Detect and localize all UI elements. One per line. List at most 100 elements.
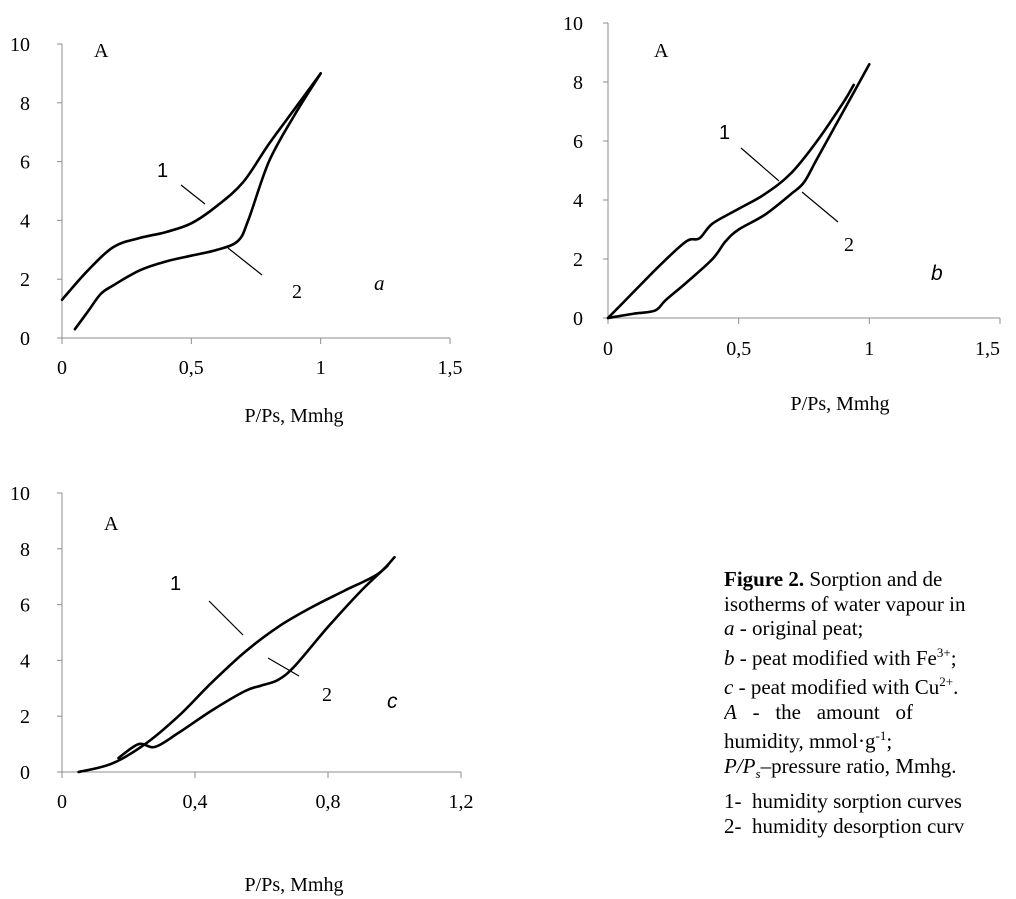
x-tick-label: 0,5 <box>726 338 751 360</box>
caption-list-item-2: 2- humidity desorption curv <box>724 813 965 838</box>
y-tick-label: 2 <box>573 249 583 271</box>
x-tick-label: 1,2 <box>449 791 474 813</box>
curve-1-label: 1 <box>719 122 730 144</box>
x-axis-title: P/Ps, Mmhg <box>245 874 344 896</box>
x-tick-label: 0 <box>603 338 613 360</box>
y-tick-label: 6 <box>20 152 30 174</box>
y-tick-labels: 10 8 6 4 2 0 <box>10 483 30 784</box>
caption-sub: s <box>755 765 761 781</box>
x-tick-labels: 0 0,4 0,8 1,2 <box>57 791 474 813</box>
figure-caption: Figure 2. Sorption and de isotherms of w… <box>724 567 1016 887</box>
desorption-curve <box>117 564 390 760</box>
x-axis <box>61 337 451 344</box>
desorption-curve <box>73 72 322 331</box>
caption-text: - the amount of <box>736 699 913 724</box>
x-tick-label: 0,4 <box>183 791 208 813</box>
caption-text: - original peat; <box>734 616 864 640</box>
panel-b-chart: 10 8 6 4 2 0 0 0,5 1 1,5 P/Ps, Mmhg A b … <box>563 13 1001 415</box>
curve-1-label: 1 <box>170 573 181 595</box>
y-tick-label: 10 <box>563 13 583 35</box>
caption-key: c <box>724 675 734 699</box>
caption-text: humidity, mmol·g <box>724 729 876 753</box>
panel-c-chart: 10 8 6 4 2 0 0 0,4 0,8 1,2 P/Ps, Mmhg A … <box>10 483 474 896</box>
y-tick-label: 6 <box>20 595 30 617</box>
y-tick-label: 8 <box>573 72 583 94</box>
curve-2-label: 2 <box>844 234 854 256</box>
y-axis-title: A <box>104 513 119 535</box>
caption-text: –pressure ratio, Mmhg. <box>760 753 957 778</box>
x-tick-label: 1,5 <box>438 357 463 379</box>
caption-text: - peat modified with Cu <box>733 675 940 699</box>
y-tick-label: 8 <box>20 93 30 115</box>
y-tick-label: 4 <box>20 210 30 232</box>
panel-a-chart: 10 8 6 4 2 0 0 0,5 1 1,5 P/Ps, Mmhg A a … <box>10 34 463 427</box>
caption-item-a: a - original peat; <box>724 616 1016 641</box>
y-tick-label: 8 <box>20 539 30 561</box>
caption-line: isotherms of water vapour in <box>724 591 966 616</box>
x-tick-label: 1 <box>316 357 326 379</box>
caption-item-c: c - peat modified with Cu2+. <box>724 670 1016 700</box>
curve-1-leader <box>208 600 244 636</box>
caption-item-b: b - peat modified with Fe3+; <box>724 641 1016 671</box>
y-tick-label: 2 <box>20 706 30 728</box>
x-tick-label: 0,8 <box>316 791 341 813</box>
caption-sup: 2+ <box>939 674 954 689</box>
curve-1-leader <box>180 184 206 205</box>
panel-letter: c <box>387 690 398 713</box>
x-tick-label: 1,5 <box>975 338 1000 360</box>
caption-text: ; <box>950 645 957 670</box>
x-tick-label: 0 <box>57 791 67 813</box>
y-tick-label: 2 <box>20 269 30 291</box>
y-axis <box>57 43 63 339</box>
caption-title-rest: Sorption and de <box>804 567 943 591</box>
x-axis <box>61 771 462 778</box>
caption-text: - peat modified with Fe <box>734 645 937 670</box>
y-tick-labels: 10 8 6 4 2 0 <box>563 13 583 330</box>
y-tick-labels: 10 8 6 4 2 0 <box>10 34 30 350</box>
y-tick-label: 10 <box>10 34 30 56</box>
caption-list-item-1: 1- humidity sorption curves <box>724 789 962 814</box>
caption-item-amount: A - the amount of <box>724 700 1016 725</box>
y-axis <box>57 492 63 773</box>
caption-item-pressure: P/Ps–pressure ratio, Mmhg. <box>724 754 1016 787</box>
x-axis-title: P/Ps, Mmhg <box>245 405 344 427</box>
panel-letter: a <box>374 271 385 295</box>
caption-title-bold: Figure 2. <box>724 567 805 591</box>
sorption-curve <box>60 72 322 302</box>
desorption-curve <box>606 63 871 320</box>
caption-text: . <box>953 675 959 699</box>
panel-letter: b <box>931 262 943 285</box>
series-lines <box>77 555 396 774</box>
x-tick-labels: 0 0,5 1 1,5 <box>603 338 1000 360</box>
curve-2-leader <box>267 657 300 677</box>
y-tick-label: 6 <box>573 131 583 153</box>
y-axis-title: A <box>654 40 669 62</box>
y-tick-label: 0 <box>573 308 583 330</box>
series-lines <box>606 63 871 320</box>
curve-2-leader <box>801 191 839 223</box>
caption-key: A <box>724 699 737 724</box>
y-axis <box>603 22 609 319</box>
series-lines <box>60 72 322 331</box>
x-tick-labels: 0 0,5 1 1,5 <box>57 357 463 379</box>
y-tick-label: 10 <box>10 483 30 505</box>
caption-sup: -1 <box>875 728 887 743</box>
x-axis <box>607 317 1001 324</box>
sorption-curve <box>77 555 396 774</box>
caption-key: b <box>724 645 735 670</box>
x-axis-title: P/Ps, Mmhg <box>791 393 890 415</box>
caption-sup: 3+ <box>936 644 951 660</box>
y-tick-label: 0 <box>20 328 30 350</box>
caption-item-humidity: humidity, mmol·g-1; <box>724 724 1016 754</box>
caption-text: ; <box>886 729 893 753</box>
y-tick-label: 4 <box>20 650 30 672</box>
curve-1-label: 1 <box>157 160 168 182</box>
caption-title: Figure 2. Sorption and de <box>724 567 1016 592</box>
y-tick-label: 0 <box>20 762 30 784</box>
y-axis-title: A <box>94 40 109 62</box>
sorption-curve <box>606 83 855 320</box>
x-tick-label: 0,5 <box>179 357 204 379</box>
curve-2-label: 2 <box>292 281 302 303</box>
x-tick-label: 0 <box>57 357 67 379</box>
